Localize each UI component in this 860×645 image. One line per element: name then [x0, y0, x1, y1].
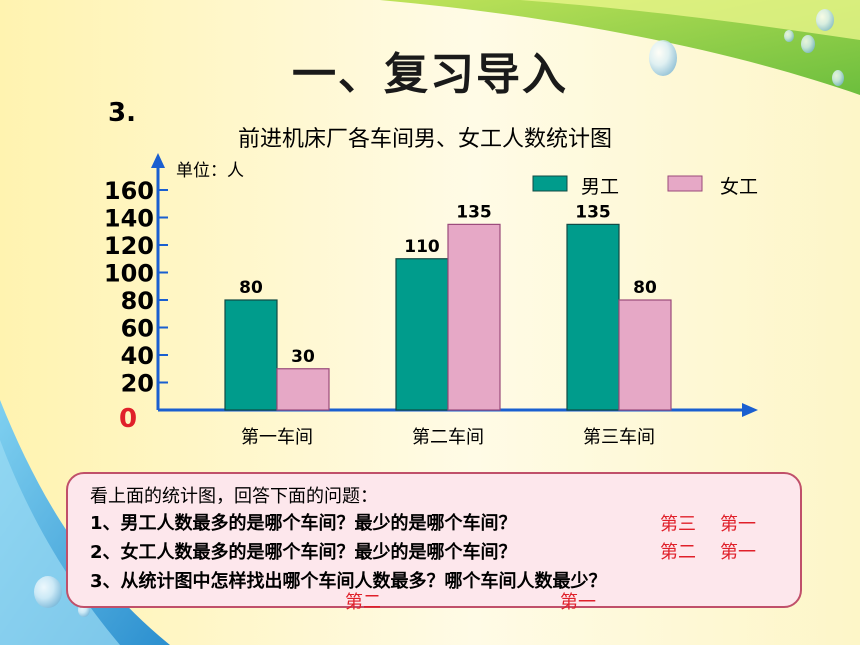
bar-female — [618, 299, 672, 411]
bar-male — [224, 299, 278, 411]
question-box — [66, 472, 802, 608]
question-3: 3、从统计图中怎样找出哪个车间人数最多？哪个车间人数最少？ — [90, 571, 607, 592]
x-axis-arrow — [742, 403, 758, 417]
y-zero-label: 0 — [119, 404, 137, 434]
bar-chart: 前进机床厂各车间男、女工人数统计图 单位：人 20406080100120140… — [104, 127, 758, 448]
answer-1-min: 第一 — [720, 514, 756, 535]
y-tick-label: 80 — [121, 287, 154, 315]
bar-data-label: 80 — [239, 278, 263, 298]
bar-male — [566, 223, 620, 411]
x-category-label: 第二车间 — [412, 427, 484, 448]
question-intro: 看上面的统计图，回答下面的问题： — [90, 486, 378, 507]
bar-data-label: 30 — [291, 347, 315, 367]
legend-swatch-female — [667, 175, 703, 192]
legend-swatch-male — [532, 175, 568, 192]
bar-data-label: 135 — [575, 202, 611, 222]
x-category-label: 第一车间 — [241, 427, 313, 448]
y-tick-label: 140 — [104, 205, 154, 233]
bar-female — [447, 223, 501, 411]
question-1: 1、男工人数最多的是哪个车间？最少的是哪个车间？ — [90, 513, 517, 534]
bar-data-label: 80 — [633, 278, 657, 298]
bar-female — [276, 368, 330, 411]
answer-1-max: 第三 — [660, 514, 696, 535]
answer-2-max: 第二 — [660, 542, 696, 563]
legend-label: 女工 — [720, 176, 758, 198]
y-axis-arrow — [151, 153, 165, 168]
legend: 男工 女工 — [532, 175, 758, 198]
chart-title: 前进机床厂各车间男、女工人数统计图 — [238, 127, 612, 152]
unit-label: 单位：人 — [176, 161, 244, 181]
bars: 80 30 第一车间 110 135 第二车间 135 80 第三车间 — [224, 202, 672, 448]
bar-data-label: 135 — [456, 202, 492, 222]
x-category-label: 第三车间 — [583, 427, 655, 448]
y-tick-label: 20 — [121, 370, 154, 398]
answer-2-min: 第一 — [720, 542, 756, 563]
y-tick-label: 60 — [121, 315, 154, 343]
problem-number: 3. — [108, 98, 136, 128]
bar-data-label: 110 — [404, 237, 440, 257]
answer-3-min: 第一 — [560, 592, 596, 613]
question-2: 2、女工人数最多的是哪个车间？最少的是哪个车间？ — [90, 542, 517, 563]
y-tick-label: 160 — [104, 177, 154, 205]
answer-3-max: 第二 — [345, 592, 381, 613]
legend-label: 男工 — [581, 176, 619, 198]
bar-male — [395, 258, 449, 411]
y-tick-label: 40 — [121, 342, 154, 370]
y-tick-label: 120 — [104, 232, 154, 260]
y-tick-label: 100 — [104, 260, 154, 288]
page-title: 一、复习导入 — [292, 49, 568, 100]
